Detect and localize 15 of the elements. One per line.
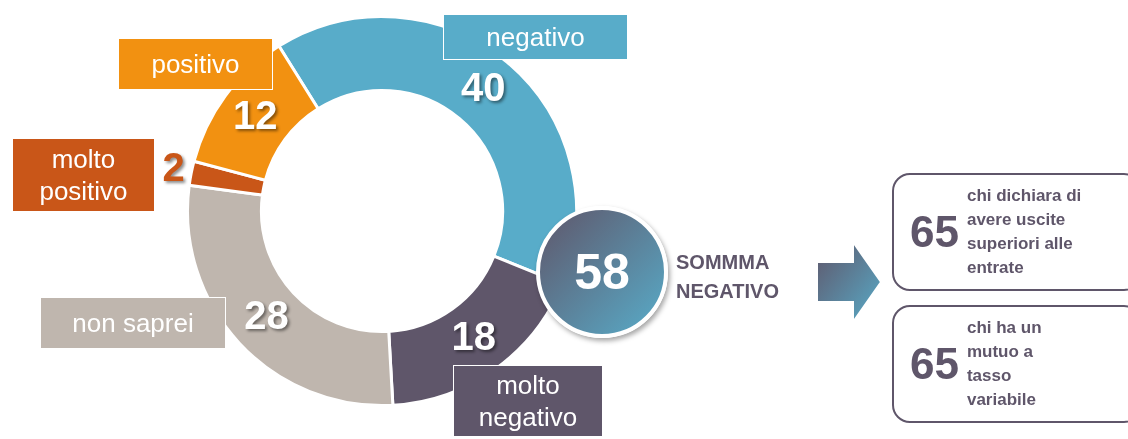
text: SOMMMA NEGATIVO — [676, 250, 780, 304]
data-label: 28 — [244, 293, 289, 338]
slice-label: non saprei — [72, 307, 194, 339]
data-label: 40 — [461, 65, 506, 110]
text: chi ha un mutuo a tasso variabile — [966, 317, 1043, 411]
slice-label: positivo — [151, 48, 240, 80]
text: 65 — [910, 339, 959, 389]
slice-label: negativo — [486, 21, 585, 53]
data-label: 12 — [232, 92, 278, 137]
text: 65 — [910, 207, 959, 257]
slice-label: molto negativo — [477, 369, 579, 433]
text: chi dichiara di avere uscite superiori alle entrate — [966, 185, 1083, 279]
slice-label: molto positivo — [38, 143, 129, 207]
data-label: 18 — [451, 314, 496, 359]
data-label: 2 — [162, 144, 185, 189]
